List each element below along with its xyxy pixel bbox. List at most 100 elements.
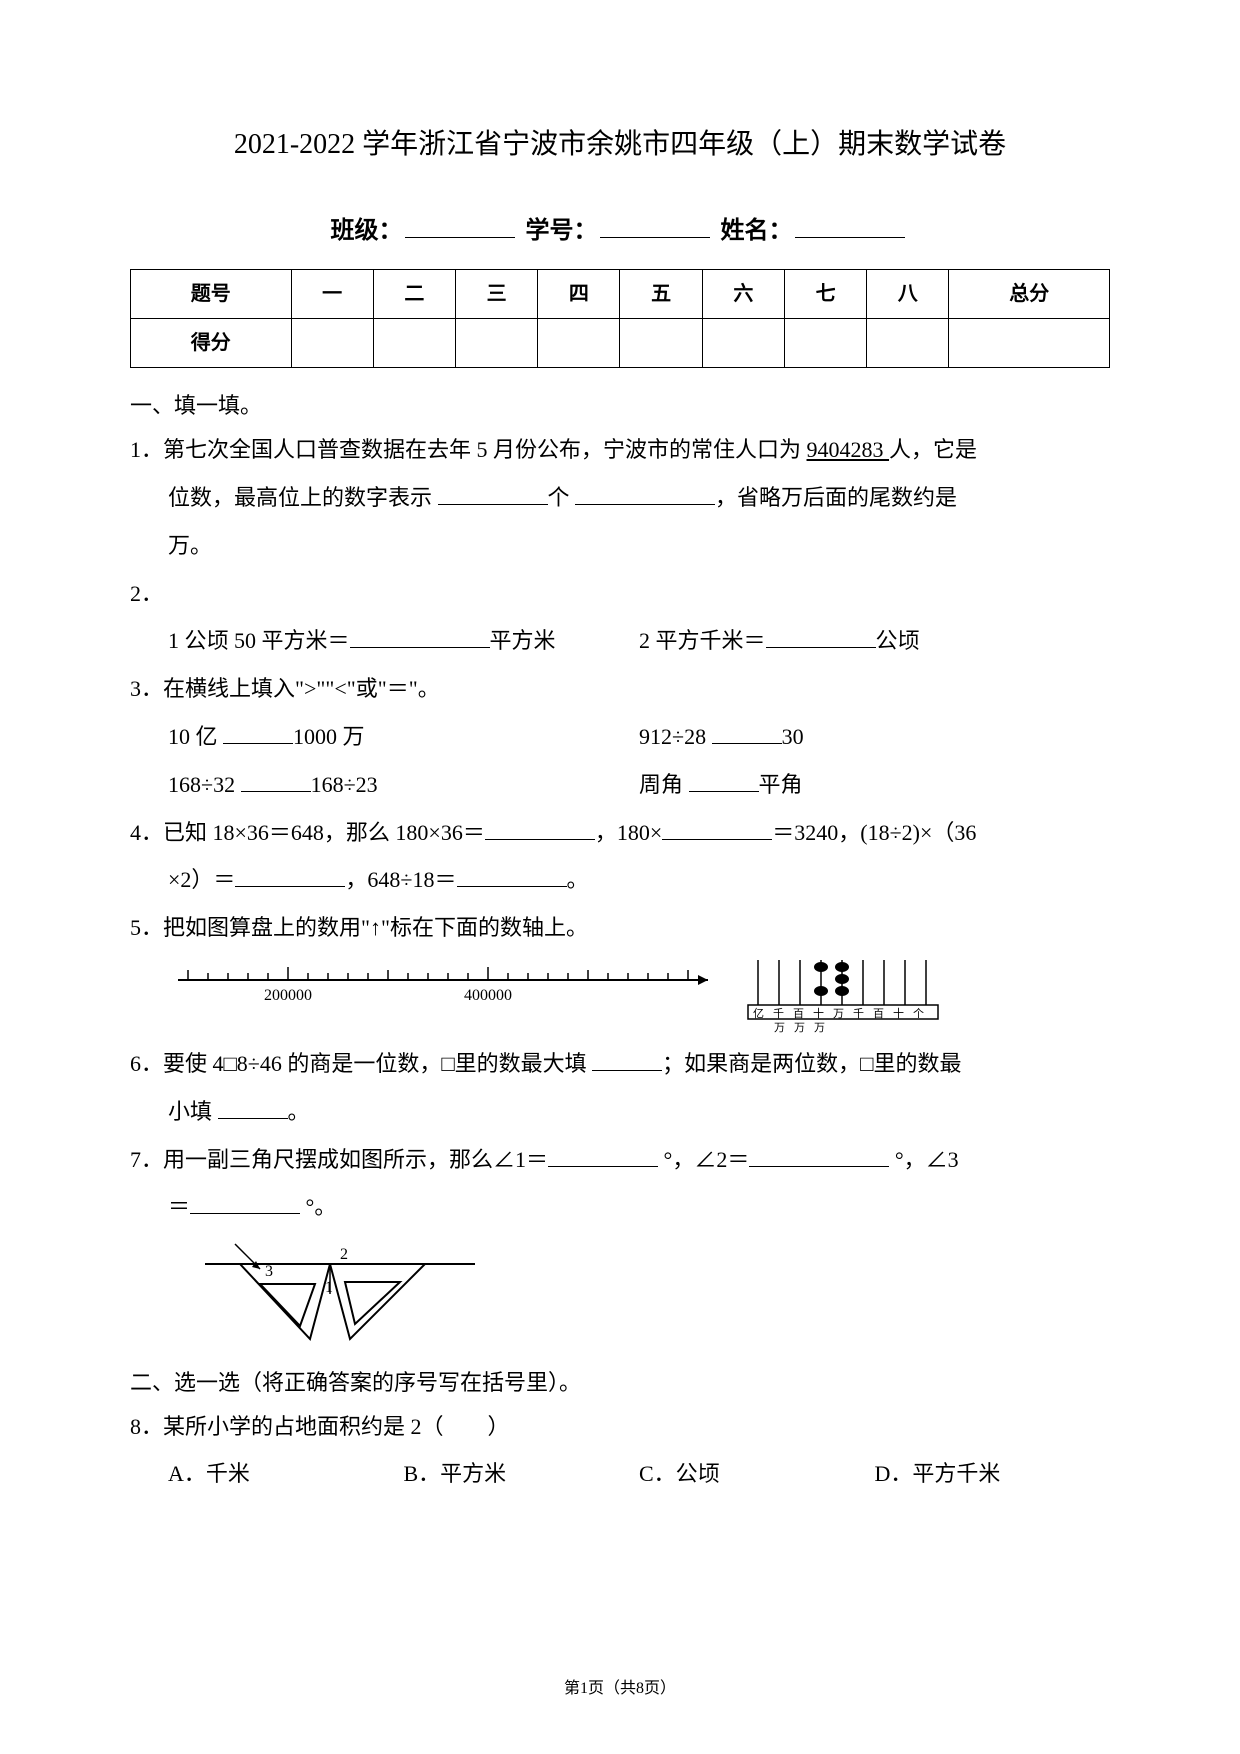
angle-label-3: 3 (265, 1263, 273, 1280)
text: 1000 万 (293, 724, 365, 749)
q6-cont: 小填 。 (130, 1091, 1110, 1133)
abacus-icon: 亿千百十万千百十个 万万万 (728, 955, 958, 1035)
blank[interactable] (241, 774, 311, 792)
number-line: 200000 400000 (168, 955, 728, 1015)
q3-title: 3．在横线上填入">""<"或"＝"。 (130, 668, 1110, 710)
q2-col1: 1 公顷 50 平方米＝平方米 (168, 620, 639, 662)
blank[interactable] (766, 630, 876, 648)
th-4: 四 (538, 269, 620, 318)
text: ＝3240，(18÷2)×（36 (772, 820, 976, 845)
blank[interactable] (223, 726, 293, 744)
th-section: 题号 (131, 269, 292, 318)
text: °，∠2＝ (658, 1147, 749, 1172)
section2-title: 二、选一选（将正确答案的序号写在括号里）。 (130, 1363, 1110, 1403)
class-blank[interactable] (405, 237, 515, 238)
table-row: 题号 一 二 三 四 五 六 七 八 总分 (131, 269, 1110, 318)
q1: 1．第七次全国人口普查数据在去年 5 月份公布，宁波市的常住人口为 940428… (130, 429, 1110, 471)
option-d[interactable]: D．平方千米 (875, 1454, 1111, 1494)
name-label: 姓名： (721, 218, 793, 244)
abacus-labels: 亿千百十万千百十个 (753, 1006, 933, 1020)
text: 周角 (639, 772, 689, 797)
text: °，∠3 (889, 1147, 958, 1172)
q1-underlined: 9404283 (807, 437, 890, 462)
th-2: 二 (373, 269, 455, 318)
q2-row: 1 公顷 50 平方米＝平方米 2 平方千米＝公顷 (130, 620, 1110, 662)
q3-r2c2: 周角 平角 (639, 764, 1110, 806)
blank[interactable] (350, 630, 490, 648)
th-3: 三 (456, 269, 538, 318)
score-cell[interactable] (620, 318, 702, 367)
text: 912÷28 (639, 724, 712, 749)
section1-title: 一、填一填。 (130, 386, 1110, 426)
q1-text-e: ，省略万后面的尾数约是 (715, 485, 957, 510)
table-row: 得分 (131, 318, 1110, 367)
text: 平角 (759, 772, 803, 797)
blank[interactable] (548, 1149, 658, 1167)
text: ×2）＝ (168, 867, 235, 892)
angle-label-2: 2 (340, 1246, 348, 1263)
score-cell[interactable] (291, 318, 373, 367)
q1-text-a: 1．第七次全国人口普查数据在去年 5 月份公布，宁波市的常住人口为 (130, 437, 807, 462)
score-cell[interactable] (949, 318, 1110, 367)
blank[interactable] (190, 1196, 300, 1214)
blank[interactable] (749, 1149, 889, 1167)
text: 168÷23 (311, 772, 378, 797)
blank[interactable] (712, 726, 782, 744)
score-cell[interactable] (702, 318, 784, 367)
q5-diagrams: 200000 400000 亿千百十万千百十个 万万万 (130, 955, 1110, 1035)
score-cell[interactable] (538, 318, 620, 367)
option-a[interactable]: A．千米 (168, 1454, 404, 1494)
triangle-ruler-diagram: 1 2 3 (130, 1234, 1110, 1357)
q3-r1c1: 10 亿 1000 万 (168, 716, 639, 758)
q3-row2: 168÷32 168÷23 周角 平角 (130, 764, 1110, 806)
score-label: 得分 (131, 318, 292, 367)
exam-title: 2021-2022 学年浙江省宁波市余姚市四年级（上）期末数学试卷 (130, 120, 1110, 170)
angle-label-1: 1 (325, 1279, 333, 1296)
th-6: 六 (702, 269, 784, 318)
blank[interactable] (662, 822, 772, 840)
text: 30 (782, 724, 804, 749)
blank[interactable] (235, 869, 345, 887)
text: 6．要使 4□8÷46 的商是一位数，□里的数最大填 (130, 1051, 592, 1076)
page-footer: 第1页（共8页） (0, 1675, 1240, 1704)
q1-cont2: 万。 (130, 525, 1110, 567)
th-total: 总分 (949, 269, 1110, 318)
th-1: 一 (291, 269, 373, 318)
score-cell[interactable] (456, 318, 538, 367)
q5: 5．把如图算盘上的数用"↑"标在下面的数轴上。 (130, 907, 1110, 949)
q2-line-b: 2 平方千米＝ (639, 628, 766, 653)
blank[interactable] (689, 774, 759, 792)
score-cell[interactable] (784, 318, 866, 367)
name-blank[interactable] (795, 237, 905, 238)
text: 10 亿 (168, 724, 223, 749)
blank[interactable] (438, 487, 548, 505)
option-b[interactable]: B．平方米 (404, 1454, 640, 1494)
q1-text-b: 人，它是 (889, 437, 977, 462)
q2-label: 2． (130, 573, 1110, 615)
text: 4．已知 18×36＝648，那么 180×36＝ (130, 820, 485, 845)
q4-cont: ×2）＝，648÷18＝。 (130, 859, 1110, 901)
q7-cont: ＝ °。 (130, 1186, 1110, 1228)
blank[interactable] (457, 869, 567, 887)
id-blank[interactable] (600, 237, 710, 238)
q8: 8．某所小学的占地面积约是 2（ ） (130, 1406, 1110, 1448)
score-cell[interactable] (867, 318, 949, 367)
blank[interactable] (575, 487, 715, 505)
blank[interactable] (218, 1101, 288, 1119)
blank[interactable] (485, 822, 595, 840)
q1-text-d: 个 (548, 485, 576, 510)
text: 7．用一副三角尺摆成如图所示，那么∠1＝ (130, 1147, 548, 1172)
id-label: 学号： (526, 218, 598, 244)
q2-col2: 2 平方千米＝公顷 (639, 620, 1110, 662)
student-info-line: 班级： 学号： 姓名： (130, 210, 1110, 253)
blank[interactable] (592, 1053, 662, 1071)
score-cell[interactable] (373, 318, 455, 367)
q1-cont: 位数，最高位上的数字表示 个 ，省略万后面的尾数约是 (130, 477, 1110, 519)
q1-text-f: 万。 (168, 533, 212, 558)
score-table: 题号 一 二 三 四 五 六 七 八 总分 得分 (130, 269, 1110, 368)
q6: 6．要使 4□8÷46 的商是一位数，□里的数最大填 ；如果商是两位数，□里的数… (130, 1043, 1110, 1085)
option-c[interactable]: C．公顷 (639, 1454, 875, 1494)
class-label: 班级： (331, 218, 403, 244)
q2-line-a: 1 公顷 50 平方米＝ (168, 628, 350, 653)
q4: 4．已知 18×36＝648，那么 180×36＝，180×＝3240，(18÷… (130, 812, 1110, 854)
